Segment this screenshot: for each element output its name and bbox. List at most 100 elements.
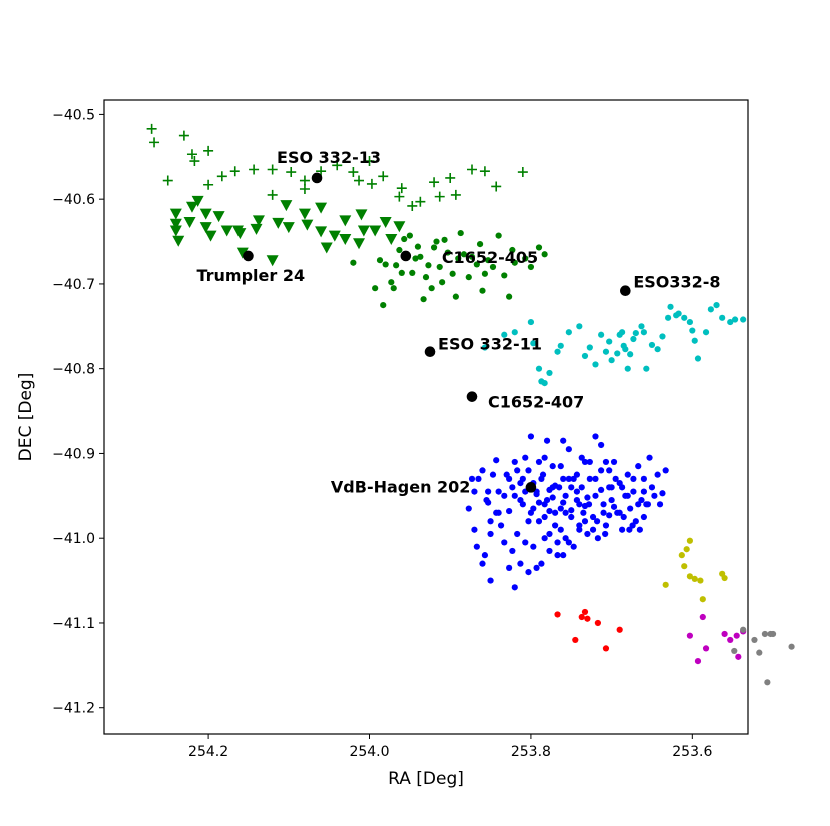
circle-point: [592, 492, 599, 499]
circle-point: [546, 547, 553, 555]
circle-point: [535, 244, 543, 251]
circle-point: [683, 546, 690, 553]
circle-point: [562, 492, 569, 499]
circle-point: [511, 492, 518, 499]
circle-point: [648, 341, 656, 349]
circle-point: [527, 263, 535, 271]
circle-point: [694, 355, 702, 362]
annotation-label: ESO 332-11: [438, 335, 542, 354]
plus-point: [229, 166, 240, 177]
circle-point: [586, 475, 593, 482]
circle-point: [449, 270, 456, 277]
y-tick-label: −41.2: [52, 701, 95, 717]
circle-point: [686, 573, 693, 580]
circle-point: [620, 513, 627, 521]
triangle-point: [280, 200, 293, 212]
plus-point: [354, 175, 365, 186]
circle-point: [616, 509, 623, 516]
circle-point: [412, 255, 419, 262]
circle-point: [525, 569, 532, 576]
circle-point: [585, 501, 593, 508]
circle-point: [694, 658, 702, 665]
circle-point: [506, 564, 513, 571]
circle-point: [643, 365, 650, 372]
circle-point: [527, 318, 535, 326]
circle-point: [727, 636, 734, 644]
circle-point: [578, 454, 585, 461]
plus-point: [299, 175, 310, 186]
circle-point: [733, 632, 740, 639]
circle-point: [501, 539, 508, 546]
circle-point: [581, 458, 589, 466]
circle-point: [578, 484, 585, 491]
circle-point: [560, 437, 567, 444]
circle-point: [527, 433, 535, 440]
circle-point: [398, 269, 405, 277]
triangle-point: [236, 247, 249, 259]
circle-point: [380, 302, 387, 309]
x-axis-label: RA [Deg]: [388, 769, 464, 789]
circle-point: [584, 615, 591, 622]
circle-point: [654, 471, 661, 478]
circle-point: [506, 293, 513, 300]
circle-point: [506, 475, 513, 482]
circle-point: [487, 530, 494, 538]
circle-point: [465, 274, 472, 281]
circle-point: [565, 539, 572, 546]
circle-point: [546, 507, 553, 515]
circle-point: [481, 552, 489, 559]
circle-point: [538, 560, 545, 567]
triangle-point: [266, 255, 279, 267]
circle-point: [702, 645, 710, 652]
x-axis-ticks: 254.2 254.0 253.8 253.6: [188, 734, 712, 760]
triangle-point: [301, 219, 314, 231]
plus-point: [316, 166, 327, 177]
plus-point: [186, 149, 197, 160]
circle-point: [659, 333, 666, 340]
circle-point: [589, 526, 597, 533]
annotation-label: C1652-407: [488, 393, 584, 412]
circle-point: [624, 492, 631, 499]
circle-point: [489, 263, 497, 271]
circle-point: [471, 526, 478, 533]
circle-point: [630, 475, 637, 482]
circle-point: [428, 285, 435, 292]
circle-point: [681, 314, 688, 321]
circle-point: [444, 249, 451, 256]
circle-point: [656, 501, 664, 508]
circle-point: [390, 285, 397, 292]
circle-point: [439, 279, 446, 286]
circle-point: [489, 471, 497, 478]
circle-point: [509, 484, 516, 491]
circle-point: [598, 486, 605, 493]
circle-point: [376, 257, 384, 264]
circle-point: [465, 505, 472, 512]
circle-point: [483, 496, 490, 504]
triangle-point: [169, 218, 182, 230]
annotation-marker: [620, 285, 631, 297]
circle-point: [560, 552, 567, 559]
circle-point: [535, 499, 543, 506]
circle-point: [707, 306, 714, 313]
plus-point: [267, 189, 278, 200]
circle-point: [764, 679, 771, 686]
triangle-point: [169, 225, 182, 237]
plus-point: [203, 145, 214, 156]
circle-point: [608, 484, 615, 491]
circle-point: [610, 503, 618, 510]
circle-point: [406, 232, 413, 239]
circle-point: [509, 547, 516, 555]
circle-point: [533, 491, 540, 498]
circle-point: [420, 296, 427, 303]
circle-point: [740, 316, 747, 323]
y-tick-label: −40.6: [52, 192, 95, 208]
plus-point: [429, 177, 440, 188]
y-tick-label: −40.8: [52, 362, 95, 378]
plus-point: [332, 160, 343, 171]
circle-point: [654, 346, 661, 353]
circle-point: [393, 262, 400, 269]
circle-point: [721, 574, 728, 582]
circle-point: [481, 270, 489, 277]
circle-point: [578, 613, 585, 621]
circle-point: [627, 505, 634, 512]
